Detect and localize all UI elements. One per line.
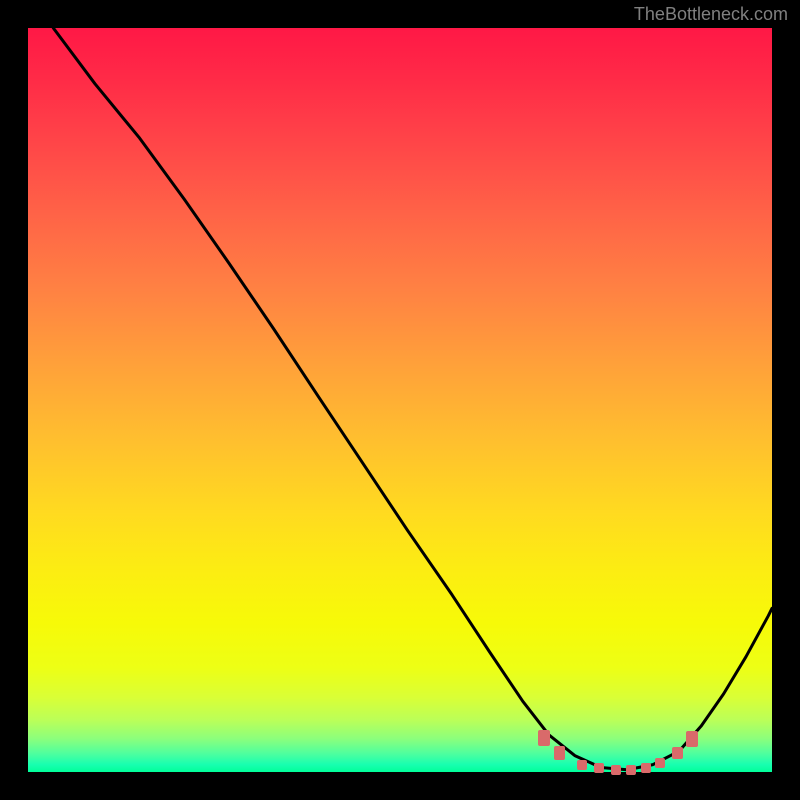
curve-marker [655, 758, 665, 768]
curve-marker [626, 765, 636, 775]
curve-marker [538, 730, 550, 746]
curve-marker [554, 746, 565, 760]
watermark-text: TheBottleneck.com [634, 4, 788, 25]
curve-marker [577, 760, 587, 770]
curve-marker [686, 731, 698, 747]
markers-layer [28, 28, 772, 772]
curve-marker [641, 763, 651, 773]
chart-plot-area [28, 28, 772, 772]
curve-marker [672, 747, 683, 759]
curve-marker [594, 763, 604, 773]
curve-marker [611, 765, 621, 775]
